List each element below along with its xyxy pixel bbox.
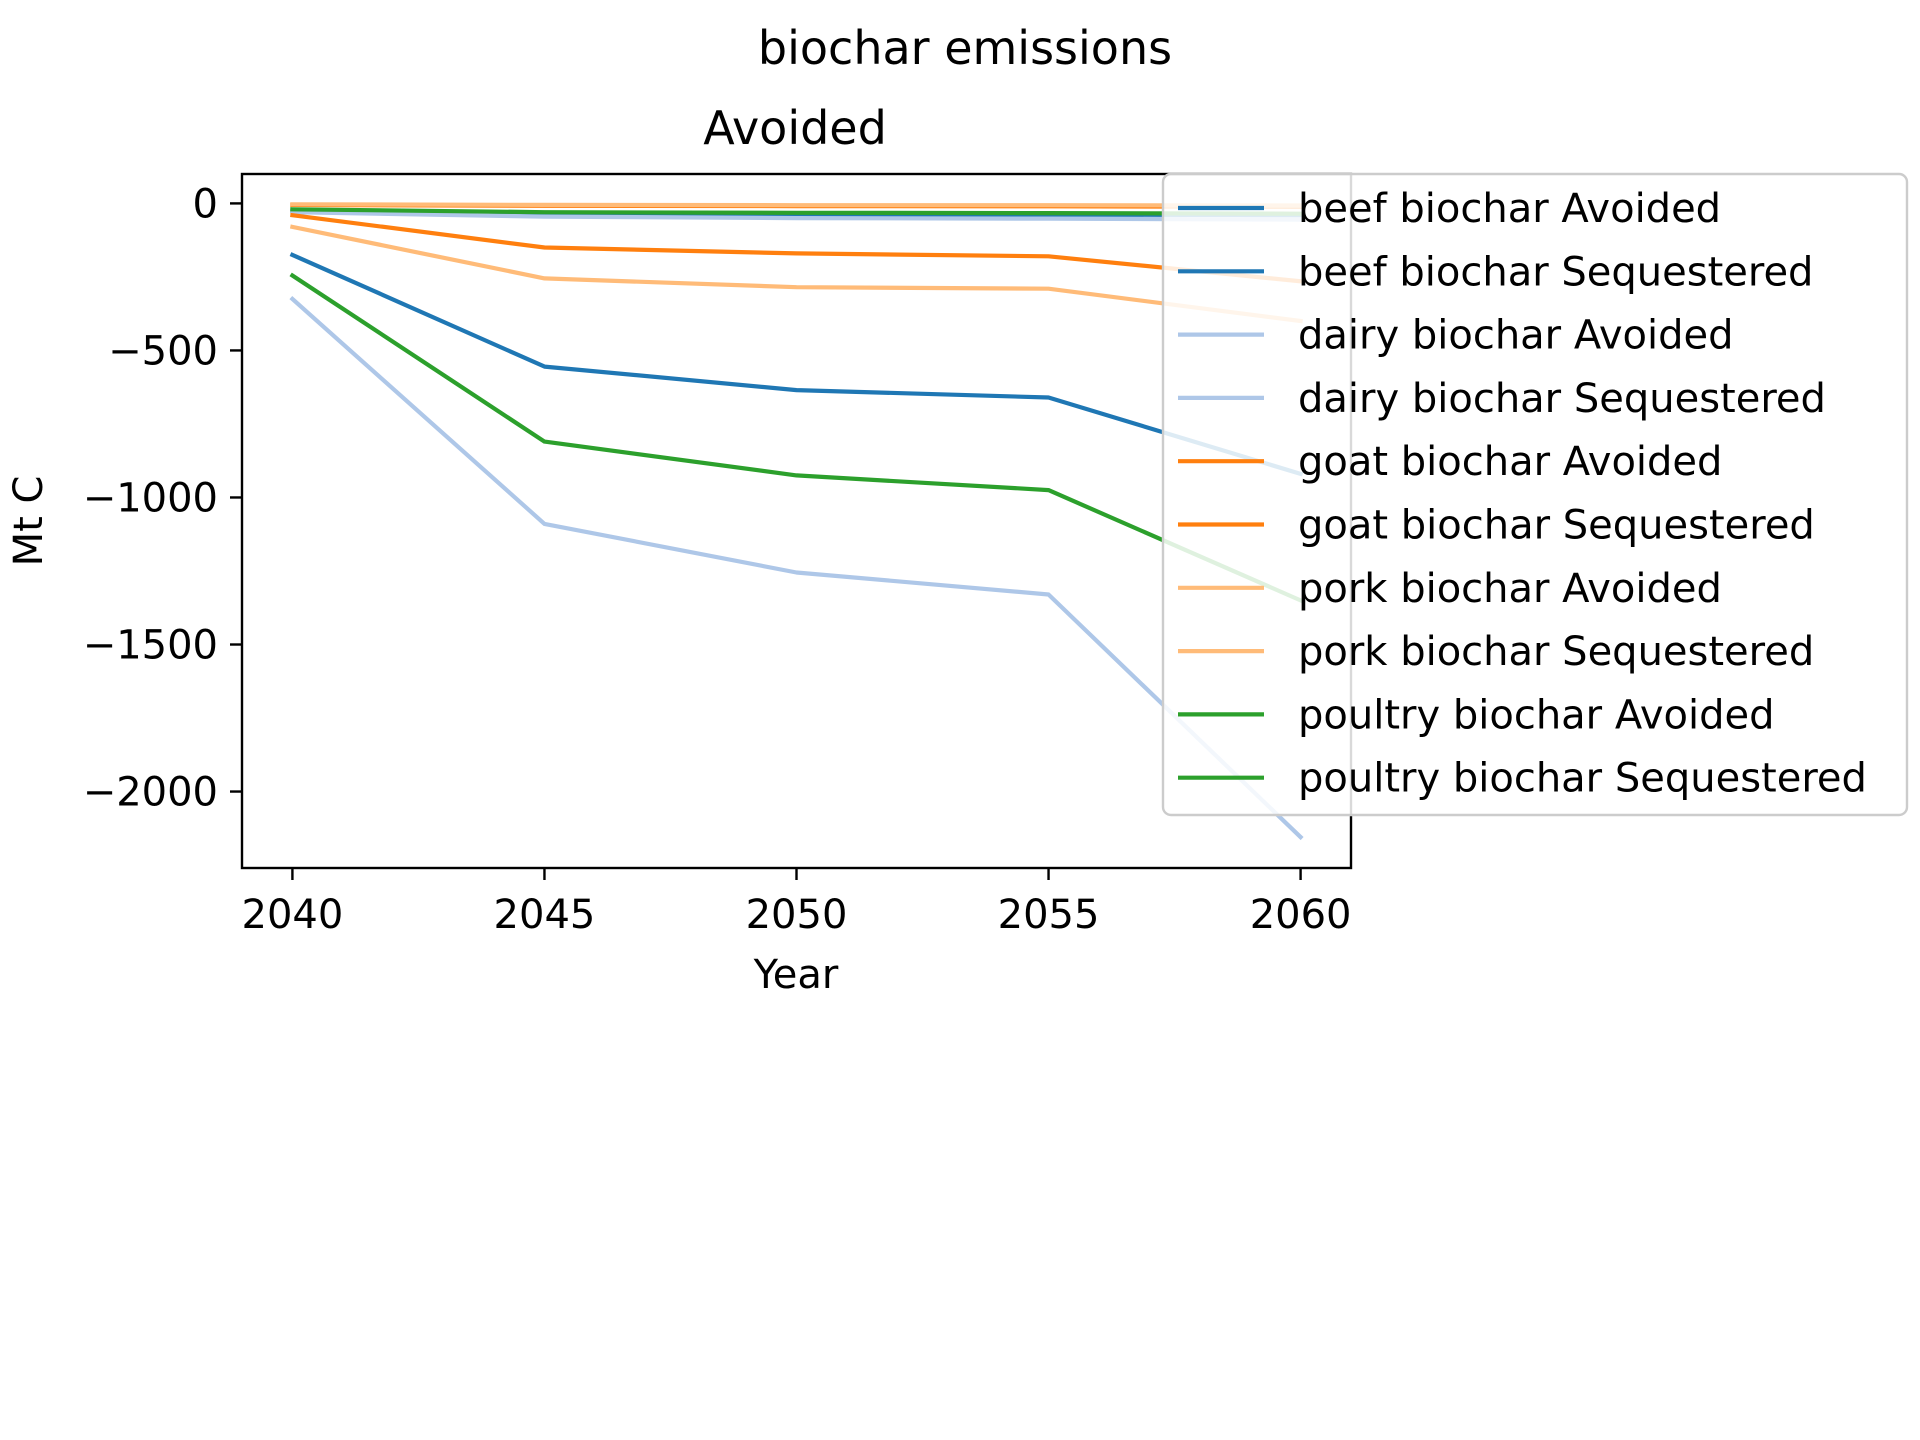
legend-frame [1161,172,1909,817]
series-line-dairy-biochar-avoided [289,296,1304,841]
series-line-poultry-biochar-avoided [289,272,1304,604]
x-tick-label: 2055 [998,892,1100,938]
x-tick-label: 2060 [1250,892,1352,938]
y-axis-label: Mt C [6,476,52,567]
legend-label: pork biochar Avoided [1298,566,1722,612]
legend-label: dairy biochar Sequestered [1298,376,1826,422]
x-tick-label: 2045 [494,892,596,938]
series-line-dairy-biochar-sequestered [290,210,1303,222]
series-line-beef-biochar-avoided [289,252,1304,477]
series-lines [289,202,1304,841]
x-tick-label: 2050 [746,892,848,938]
legend-label: dairy biochar Avoided [1298,313,1734,359]
y-tick-label: −1500 [83,623,218,669]
series-line-pork-biochar-sequestered [290,202,1303,208]
legend-label: pork biochar Sequestered [1298,629,1814,675]
legend-label: goat biochar Sequestered [1298,503,1815,549]
y-tick-label: 0 [193,181,218,227]
y-tick-label: −2000 [83,770,218,816]
legend-label: beef biochar Sequestered [1298,249,1813,295]
x-axis: 2040 2045 2050 2055 2060 [242,868,1352,938]
y-tick-label: −500 [108,328,218,374]
chart-title: Avoided [703,101,887,155]
legend-label: poultry biochar Sequestered [1298,756,1867,802]
x-tick-label: 2040 [242,892,344,938]
series-line-poultry-biochar-sequestered [290,207,1303,216]
legend-label: goat biochar Avoided [1298,439,1722,485]
legend: beef biochar Avoided beef biochar Sequest… [1161,172,1909,817]
legend-label: poultry biochar Avoided [1298,692,1775,738]
chart-suptitle: biochar emissions [758,21,1172,75]
y-tick-label: −1000 [83,475,218,521]
y-axis: 0 −500 −1000 −1500 −2000 [83,181,242,816]
x-axis-label: Year [753,952,839,998]
series-line-pork-biochar-avoided [289,224,1303,324]
series-line-goat-biochar-avoided [290,212,1303,284]
legend-label: beef biochar Avoided [1298,186,1721,232]
